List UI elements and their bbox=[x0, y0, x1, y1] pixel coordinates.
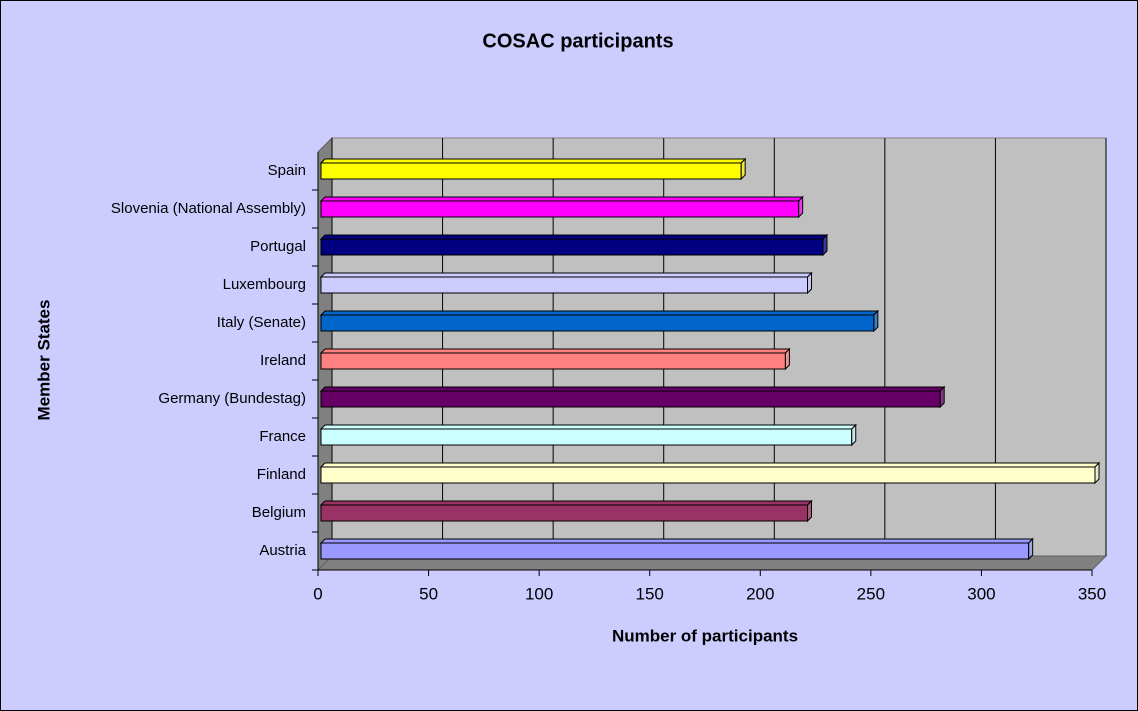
bar bbox=[319, 385, 946, 409]
bar-side bbox=[851, 423, 857, 447]
bar-front bbox=[320, 428, 853, 446]
bar-top bbox=[319, 462, 1101, 468]
bar-top bbox=[319, 310, 880, 316]
y-tick-label: Italy (Senate) bbox=[217, 314, 306, 331]
x-axis-label: Number of participants bbox=[612, 626, 798, 645]
x-tick-label: 100 bbox=[525, 584, 553, 603]
bar-top bbox=[319, 196, 804, 202]
bar-side bbox=[1028, 537, 1034, 561]
bar-side bbox=[798, 195, 804, 219]
bar-side bbox=[1094, 461, 1100, 485]
bar-side bbox=[807, 271, 813, 295]
bar-side bbox=[740, 157, 746, 181]
bar-side bbox=[784, 347, 790, 371]
y-tick-label: France bbox=[259, 428, 306, 445]
bar-top bbox=[319, 500, 813, 506]
bar bbox=[319, 499, 813, 523]
y-tick-label: Belgium bbox=[252, 504, 306, 521]
chart-title: COSAC participants bbox=[482, 30, 673, 52]
x-tick-label: 350 bbox=[1078, 584, 1106, 603]
bar-front bbox=[320, 314, 875, 332]
bar bbox=[319, 461, 1101, 485]
y-tick-label: Germany (Bundestag) bbox=[158, 390, 306, 407]
y-tick-label: Ireland bbox=[260, 352, 306, 369]
x-tick-label: 250 bbox=[857, 584, 885, 603]
y-tick-label: Austria bbox=[259, 542, 306, 559]
bar-top bbox=[319, 158, 747, 164]
y-tick-label: Finland bbox=[257, 466, 306, 483]
bar bbox=[319, 233, 829, 257]
bar-top bbox=[319, 234, 829, 240]
x-tick-label: 300 bbox=[967, 584, 995, 603]
bar bbox=[319, 157, 747, 181]
y-tick-label: Luxembourg bbox=[223, 276, 306, 293]
x-tick-label: 200 bbox=[746, 584, 774, 603]
bar-top bbox=[319, 538, 1034, 544]
y-axis-label: Member States bbox=[34, 300, 53, 421]
bar-front bbox=[320, 352, 786, 370]
bar bbox=[319, 271, 813, 295]
x-tick-label: 50 bbox=[419, 584, 438, 603]
bar-top bbox=[319, 386, 946, 392]
bar-front bbox=[320, 542, 1030, 560]
bar-side bbox=[939, 385, 945, 409]
x-tick-label: 0 bbox=[313, 584, 322, 603]
bar bbox=[319, 195, 804, 219]
bar-front bbox=[320, 504, 809, 522]
bar-front bbox=[320, 200, 800, 218]
bar bbox=[319, 537, 1034, 561]
bar bbox=[319, 423, 857, 447]
bar-front bbox=[320, 276, 809, 294]
bar-side bbox=[822, 233, 828, 257]
bar-top bbox=[319, 272, 813, 278]
bar bbox=[319, 347, 791, 371]
y-tick-label: Spain bbox=[268, 162, 306, 179]
bar-front bbox=[320, 238, 824, 256]
bar-front bbox=[320, 162, 742, 180]
bar bbox=[319, 309, 880, 333]
x-tick-label: 150 bbox=[636, 584, 664, 603]
bar-top bbox=[319, 348, 791, 354]
y-tick-label: Slovenia (National Assembly) bbox=[111, 200, 306, 217]
bar-front bbox=[320, 390, 941, 408]
y-tick-label: Portugal bbox=[250, 238, 306, 255]
bar-side bbox=[873, 309, 879, 333]
bar-top bbox=[319, 424, 857, 430]
bar-front bbox=[320, 466, 1096, 484]
bar-side bbox=[807, 499, 813, 523]
